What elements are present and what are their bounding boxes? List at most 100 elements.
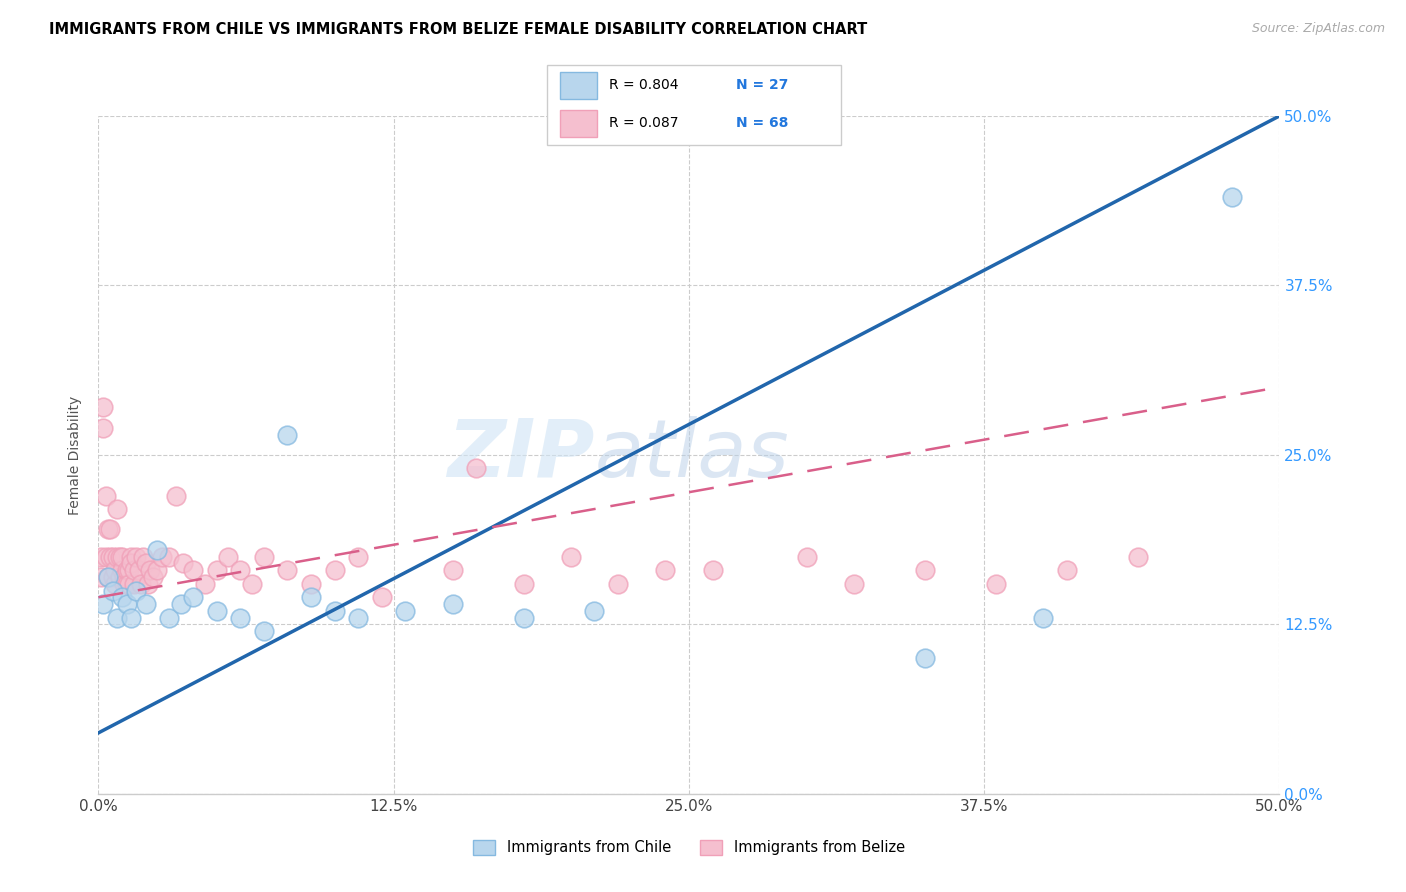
Text: atlas: atlas [595,416,789,494]
Point [139,563,162,577]
Y-axis label: Female Disability: Female Disability [69,395,83,515]
Point [217,549,239,564]
Point [181,591,204,605]
Point [112,570,135,584]
Point [914,563,936,577]
Point [299,591,322,605]
Point [796,549,818,564]
Point [125,583,148,598]
Point [125,549,148,564]
Point [94,489,117,503]
Point [150,549,173,564]
Point [347,549,370,564]
Point [91,421,114,435]
Point [441,597,464,611]
Point [115,576,138,591]
Point [118,563,141,577]
Point [1032,610,1054,624]
Point [104,563,127,577]
Point [115,597,138,611]
Point [104,576,127,591]
Point [984,576,1007,591]
Point [205,563,228,577]
Point [135,557,157,571]
Point [299,576,322,591]
Point [157,549,180,564]
Point [170,597,193,611]
Point [129,576,152,591]
Bar [560,110,598,137]
Text: N = 68: N = 68 [737,116,789,129]
Point [583,604,606,618]
Point [465,461,488,475]
Point [394,604,416,618]
Point [97,523,120,537]
Point [132,549,155,564]
Point [371,591,394,605]
Point [1220,190,1243,204]
FancyBboxPatch shape [547,65,841,145]
Point [205,604,228,618]
Point [323,563,346,577]
Point [101,549,124,564]
Point [512,576,534,591]
Text: IMMIGRANTS FROM CHILE VS IMMIGRANTS FROM BELIZE FEMALE DISABILITY CORRELATION CH: IMMIGRANTS FROM CHILE VS IMMIGRANTS FROM… [49,22,868,37]
Text: N = 27: N = 27 [737,78,789,92]
Point [702,563,724,577]
Point [560,549,582,564]
Point [135,597,157,611]
Point [146,542,169,557]
Point [128,563,150,577]
Point [98,549,121,564]
Point [146,563,169,577]
Point [90,570,112,584]
Point [105,610,128,624]
Point [105,549,128,564]
Point [276,427,298,442]
Point [122,563,145,577]
Point [121,610,143,624]
Point [276,563,298,577]
Point [1126,549,1149,564]
Point [121,557,143,571]
Point [91,401,114,415]
Point [253,624,276,639]
Point [172,557,194,571]
Point [253,549,276,564]
Point [844,576,866,591]
Point [136,576,159,591]
Point [101,570,124,584]
Point [240,576,263,591]
Point [122,576,145,591]
Point [229,610,252,624]
Point [157,610,180,624]
Point [194,576,217,591]
Point [323,604,346,618]
Point [115,563,138,577]
Point [112,576,135,591]
Point [142,570,165,584]
Text: R = 0.087: R = 0.087 [609,116,679,129]
Point [229,563,252,577]
Text: R = 0.804: R = 0.804 [609,78,679,92]
Point [121,549,143,564]
Bar [560,71,598,99]
Point [165,489,187,503]
Point [607,576,630,591]
Point [101,583,124,598]
Point [94,549,117,564]
Point [91,597,114,611]
Point [654,563,676,577]
Point [105,502,128,516]
Point [111,563,134,577]
Point [347,610,370,624]
Point [108,549,131,564]
Legend: Immigrants from Chile, Immigrants from Belize: Immigrants from Chile, Immigrants from B… [467,834,911,861]
Point [111,591,134,605]
Text: Source: ZipAtlas.com: Source: ZipAtlas.com [1251,22,1385,36]
Point [111,549,134,564]
Point [108,570,131,584]
Point [512,610,534,624]
Point [181,563,204,577]
Point [90,549,112,564]
